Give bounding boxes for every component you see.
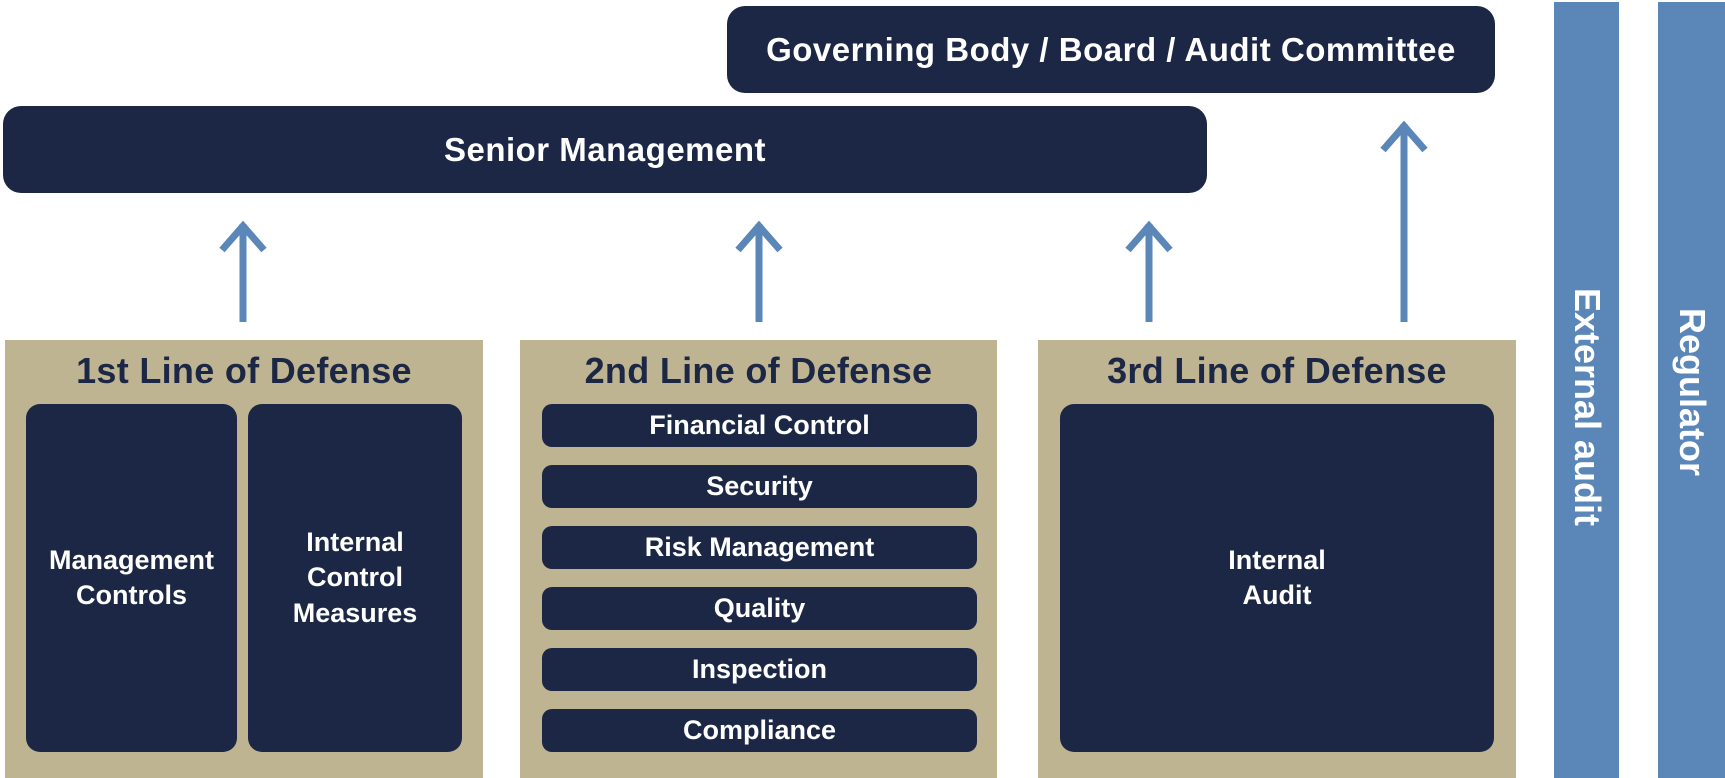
senior-management-box: Senior Management [3, 106, 1207, 193]
inspection-box: Inspection [542, 648, 977, 691]
security-label: Security [706, 471, 813, 501]
quality-label: Quality [713, 593, 806, 623]
internal-audit-box: Internal Audit [1060, 404, 1494, 752]
second-line-title: 2nd Line of Defense [584, 350, 933, 391]
compliance-label: Compliance [682, 715, 837, 745]
internal-audit-label: Internal Audit [1228, 544, 1326, 610]
inspection-label: Inspection [691, 654, 827, 684]
arrow-line2-to-senior [735, 220, 783, 322]
compliance-box: Compliance [542, 709, 977, 752]
financial-control-box: Financial Control [542, 404, 977, 447]
arrow-line3-to-senior [1125, 220, 1173, 322]
regulator-bar: Regulator [1658, 2, 1725, 778]
risk-management-box: Risk Management [542, 526, 977, 569]
governing-body-box: Governing Body / Board / Audit Committee [727, 6, 1495, 93]
risk-management-label: Risk Management [644, 532, 875, 562]
third-line-panel: 3rd Line of Defense Internal Audit [1038, 340, 1516, 778]
governing-body-label: Governing Body / Board / Audit Committee [766, 30, 1456, 68]
external-audit-label: External audit [1566, 287, 1608, 527]
external-audit-bar: External audit [1554, 2, 1619, 778]
management-controls-box: Management Controls [26, 404, 237, 752]
security-box: Security [542, 465, 977, 508]
third-line-title: 3rd Line of Defense [1107, 350, 1447, 391]
first-line-title: 1st Line of Defense [76, 350, 412, 391]
senior-management-label: Senior Management [443, 130, 767, 168]
arrow-line3-to-governing [1380, 120, 1428, 322]
internal-control-measures-label: Internal Control Measures [292, 527, 418, 628]
financial-control-label: Financial Control [649, 410, 870, 440]
management-controls-label: Management Controls [48, 544, 215, 610]
first-line-panel: 1st Line of Defense Management Controls … [5, 340, 483, 778]
regulator-label: Regulator [1671, 307, 1713, 477]
quality-box: Quality [542, 587, 977, 630]
second-line-panel: 2nd Line of Defense Financial Control Se… [520, 340, 997, 778]
internal-control-measures-box: Internal Control Measures [248, 404, 462, 752]
arrow-line1-to-senior [219, 220, 267, 322]
